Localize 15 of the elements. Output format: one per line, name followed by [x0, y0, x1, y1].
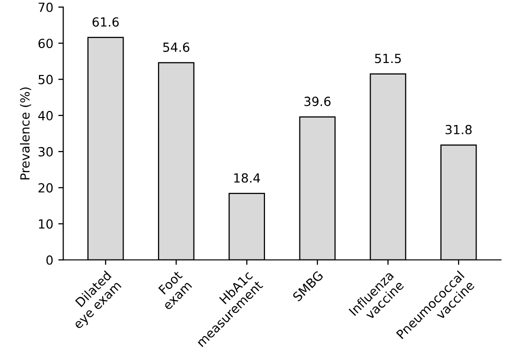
y-tick-label: 30	[38, 147, 53, 156]
data-label: 61.6	[92, 17, 119, 27]
y-axis-title: Prevalence (%)	[20, 87, 32, 180]
data-label: 31.8	[446, 124, 472, 134]
data-label: 51.5	[375, 54, 401, 64]
y-tick-label: 60	[38, 38, 53, 48]
y-tick-label: 0	[46, 255, 53, 265]
y-tick-label: 40	[38, 110, 53, 120]
y-tick-label: 70	[38, 2, 53, 12]
data-label: 54.6	[163, 42, 190, 52]
y-tick-label: 20	[38, 183, 53, 193]
data-label: 18.4	[234, 173, 260, 183]
y-tick-label: 50	[38, 74, 53, 84]
data-label: 39.6	[304, 96, 331, 106]
y-tick-label: 10	[38, 219, 53, 229]
